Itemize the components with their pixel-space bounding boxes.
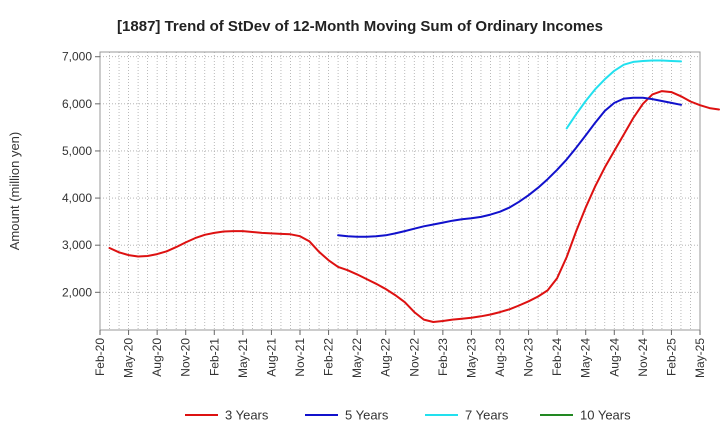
x-tick-label: Nov-23 (522, 338, 536, 377)
x-tick-label: Aug-22 (379, 338, 393, 377)
legend-label: 7 Years (465, 408, 509, 423)
y-tick-label: 4,000 (62, 191, 92, 205)
x-tick-label: Nov-24 (636, 338, 650, 377)
y-tick-label: 5,000 (62, 144, 92, 158)
series-line-3-years (108, 90, 720, 323)
x-tick-label: Aug-20 (150, 338, 164, 377)
series-line-5-years (337, 96, 682, 238)
plot-area (99, 51, 701, 331)
x-tick-label: Feb-24 (550, 338, 564, 376)
y-tick-label: 6,000 (62, 97, 92, 111)
x-tick-label: Aug-23 (493, 338, 507, 377)
x-tick-label: Feb-25 (664, 338, 678, 376)
x-tick-label: May-22 (350, 338, 364, 378)
y-axis-label: Amount (million yen) (7, 132, 22, 251)
x-tick-label: Aug-21 (264, 338, 278, 377)
series-layer (108, 59, 720, 323)
series-line-7-years (565, 59, 682, 130)
x-tick-label: May-23 (464, 338, 478, 378)
y-tick-label: 2,000 (62, 285, 92, 299)
grid (99, 52, 701, 330)
y-axis: 2,000 3,000 4,000 5,000 6,000 7,000 (62, 50, 100, 299)
legend: 3 Years 5 Years 7 Years 10 Years (185, 408, 631, 423)
x-tick-label: Feb-22 (322, 338, 336, 376)
x-tick-label: Feb-20 (93, 338, 107, 376)
y-tick-label: 7,000 (62, 50, 92, 64)
y-tick-label: 3,000 (62, 238, 92, 252)
x-tick-label: Aug-24 (607, 338, 621, 377)
x-tick-label: Feb-21 (207, 338, 221, 376)
x-tick-label: May-25 (693, 338, 707, 378)
chart-title: [1887] Trend of StDev of 12-Month Moving… (117, 18, 603, 35)
x-tick-label: Nov-20 (179, 338, 193, 377)
legend-label: 3 Years (225, 408, 269, 423)
x-tick-label: Nov-22 (407, 338, 421, 377)
x-tick-label: May-24 (579, 338, 593, 378)
x-axis: Feb-20 May-20 Aug-20 Nov-20 Feb-21 May-21 Aug-… (93, 330, 707, 378)
legend-label: 5 Years (345, 408, 389, 423)
x-tick-label: May-21 (236, 338, 250, 378)
x-tick-label: Nov-21 (293, 338, 307, 377)
x-tick-label: May-20 (122, 338, 136, 378)
legend-label: 10 Years (580, 408, 631, 423)
x-tick-label: Feb-23 (436, 338, 450, 376)
